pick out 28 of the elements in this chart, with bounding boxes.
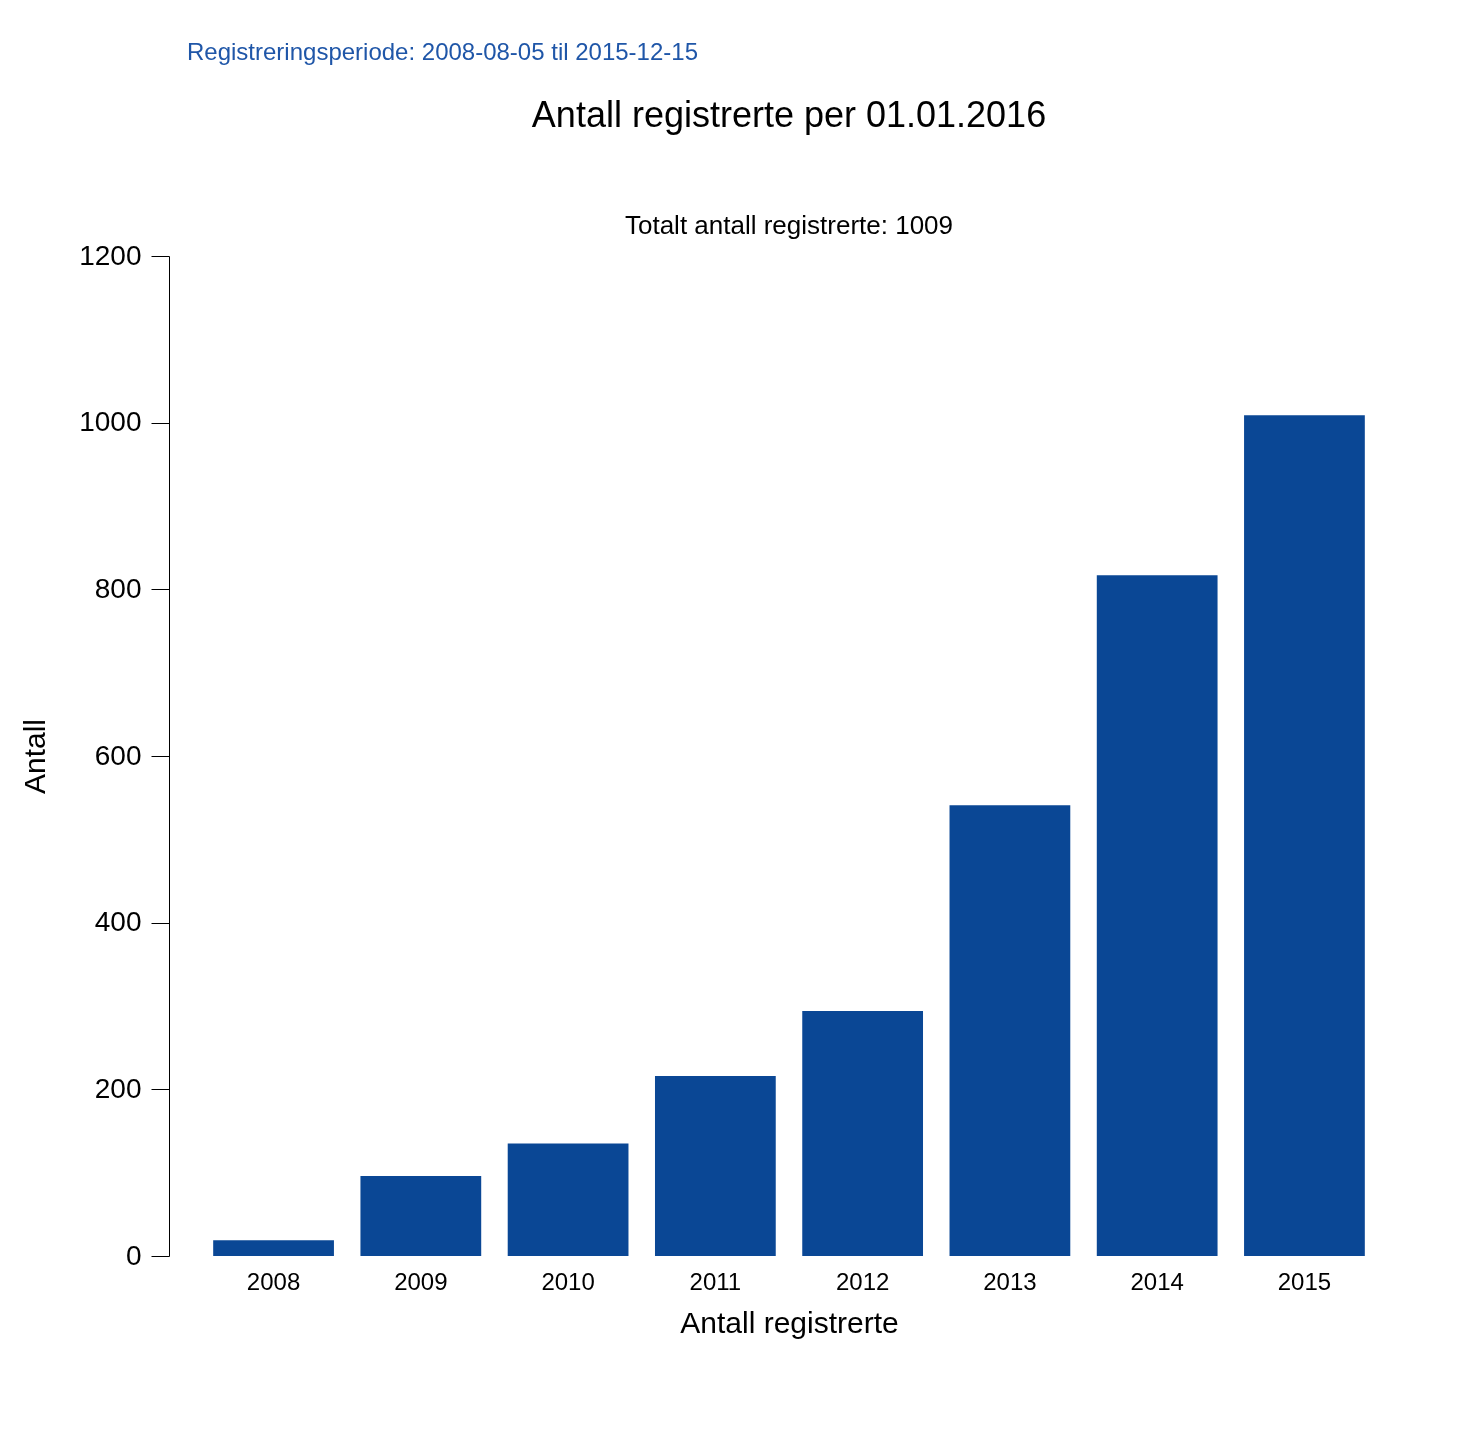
x-tick-label: 2010 (541, 1267, 595, 1295)
x-tick-label: 2008 (246, 1267, 301, 1295)
bar (360, 1176, 482, 1256)
y-tick-label: 600 (94, 739, 142, 771)
x-tick-label: 2009 (394, 1267, 448, 1295)
chart-title: Antall registrerte per 01.01.2016 (531, 94, 1047, 135)
x-tick-label: 2011 (689, 1267, 742, 1295)
x-tick-label: 2013 (983, 1267, 1037, 1295)
y-tick-label: 200 (94, 1072, 142, 1104)
bar (1096, 575, 1218, 1256)
bar (213, 1240, 334, 1256)
x-tick-label: 2012 (835, 1267, 890, 1295)
y-tick-label: 800 (94, 572, 142, 604)
chart-subtitle: Totalt antall registrerte: 1009 (624, 210, 954, 240)
x-tick-label: 2015 (1277, 1267, 1332, 1295)
text: Registreringsperiode: 2008-08-05 til 2015-12-15 (187, 38, 699, 66)
bar (654, 1076, 776, 1256)
y-tick-label: 1000 (79, 406, 142, 438)
x-axis-title: Antall registrerte (680, 1305, 899, 1339)
y-tick-label: 0 (125, 1239, 142, 1271)
y-tick-label: 1200 (79, 239, 142, 271)
bar (949, 805, 1071, 1256)
bar (507, 1143, 629, 1256)
y-tick-label: 400 (94, 906, 142, 938)
bar (802, 1011, 924, 1256)
y-axis-title: Antall (18, 718, 52, 795)
bar (1244, 415, 1365, 1256)
x-tick-label: 2014 (1130, 1267, 1184, 1295)
